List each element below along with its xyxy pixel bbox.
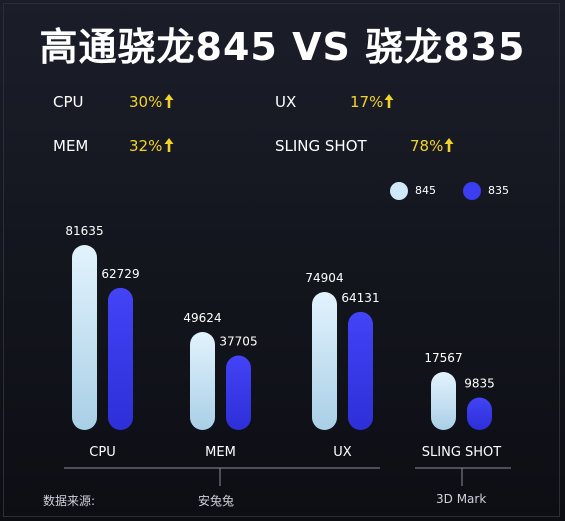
arrow-up-icon — [444, 138, 454, 152]
source-antutu: 安兔兔 — [198, 494, 235, 508]
arrow-up-icon — [164, 94, 174, 108]
arrow-up-icon — [164, 138, 174, 152]
stat-label: UX — [275, 93, 297, 111]
data-label: 62729 — [101, 267, 139, 281]
bar-845-cpu — [72, 245, 97, 430]
stat-value: 32% — [129, 137, 163, 155]
data-label: 81635 — [65, 224, 103, 238]
stat-value: 17% — [350, 93, 384, 111]
arrow-up-icon — [384, 94, 394, 108]
bar-845-ux — [312, 292, 337, 430]
legend-swatch — [463, 182, 481, 200]
data-label: 17567 — [424, 351, 462, 365]
stat-value: 30% — [129, 93, 163, 111]
legend-swatch — [390, 182, 408, 200]
category-label: CPU — [89, 445, 115, 460]
bar-845-mem — [190, 332, 215, 430]
bar-845-sling-shot — [431, 372, 456, 430]
bar-835-mem — [226, 355, 251, 430]
data-label: 9835 — [464, 377, 495, 391]
data-label: 49624 — [183, 311, 221, 325]
source-3dmark: 3D Mark — [436, 492, 487, 506]
source-label: 数据来源: — [43, 494, 96, 508]
data-label: 37705 — [219, 335, 257, 349]
bar-835-cpu — [108, 287, 133, 430]
bar-835-ux — [348, 311, 373, 430]
bar-835-sling-shot — [467, 397, 492, 430]
legend-label: 845 — [415, 184, 436, 197]
data-label: 64131 — [341, 291, 379, 305]
data-label: 74904 — [305, 271, 343, 285]
legend-label: 835 — [488, 184, 509, 197]
stat-label: MEM — [53, 137, 89, 155]
stat-label: SLING SHOT — [275, 137, 367, 155]
stat-label: CPU — [53, 93, 84, 111]
category-label: SLING SHOT — [422, 445, 502, 460]
category-label: UX — [333, 445, 352, 460]
stat-value: 78% — [410, 137, 444, 155]
page-title: 高通骁龙845 VS 骁龙835 — [39, 25, 526, 69]
category-label: MEM — [205, 445, 236, 460]
